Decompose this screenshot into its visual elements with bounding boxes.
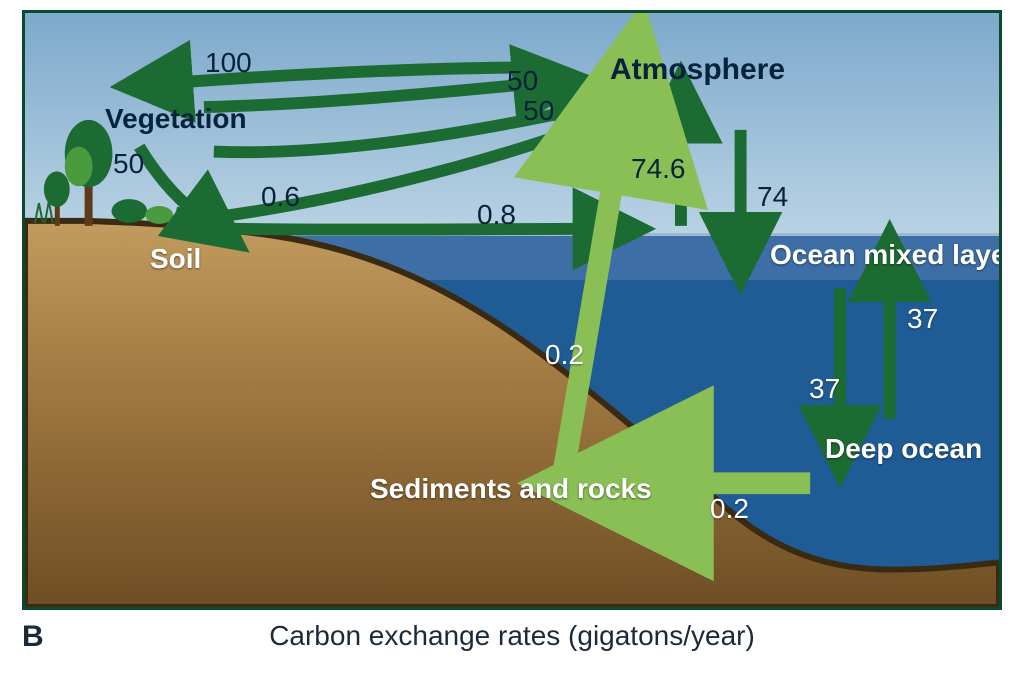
label-ocean-mixed: Ocean mixed layer: [770, 239, 1002, 271]
figure-frame: Atmosphere Vegetation Soil Ocean mixed l…: [22, 10, 1002, 610]
flux-veg-to-atm-a: 50: [507, 65, 538, 97]
flux-ocean-to-atm: 74.6: [631, 153, 686, 185]
label-deep-ocean: Deep ocean: [825, 433, 982, 465]
flux-veg-to-atm-b: 50: [523, 95, 554, 127]
flux-soil-to-atm: 0.6: [261, 181, 300, 213]
flux-deep-to-mixed: 37: [907, 303, 938, 335]
label-vegetation: Vegetation: [105, 103, 247, 135]
flux-sed-to-atm: 0.2: [545, 339, 584, 371]
caption-row: B Carbon exchange rates (gigatons/year): [22, 620, 1002, 670]
arrow-veg-to-soil: [139, 147, 194, 211]
flux-ocean-to-sed: 0.2: [710, 493, 749, 525]
label-atmosphere: Atmosphere: [610, 53, 785, 87]
arrow-land-to-ocean: [234, 229, 587, 230]
label-sediments: Sediments and rocks: [370, 473, 652, 505]
flux-land-to-ocean: 0.8: [477, 199, 516, 231]
arrow-veg-to-atm-a: [204, 84, 527, 107]
flux-atm-to-veg: 100: [205, 47, 252, 79]
flux-atm-to-ocean: 74: [757, 181, 788, 213]
caption-text: Carbon exchange rates (gigatons/year): [22, 620, 1002, 652]
flux-mixed-to-deep: 37: [809, 373, 840, 405]
label-soil: Soil: [150, 243, 201, 275]
landmass: [25, 221, 999, 607]
flux-veg-to-soil: 50: [113, 148, 144, 180]
